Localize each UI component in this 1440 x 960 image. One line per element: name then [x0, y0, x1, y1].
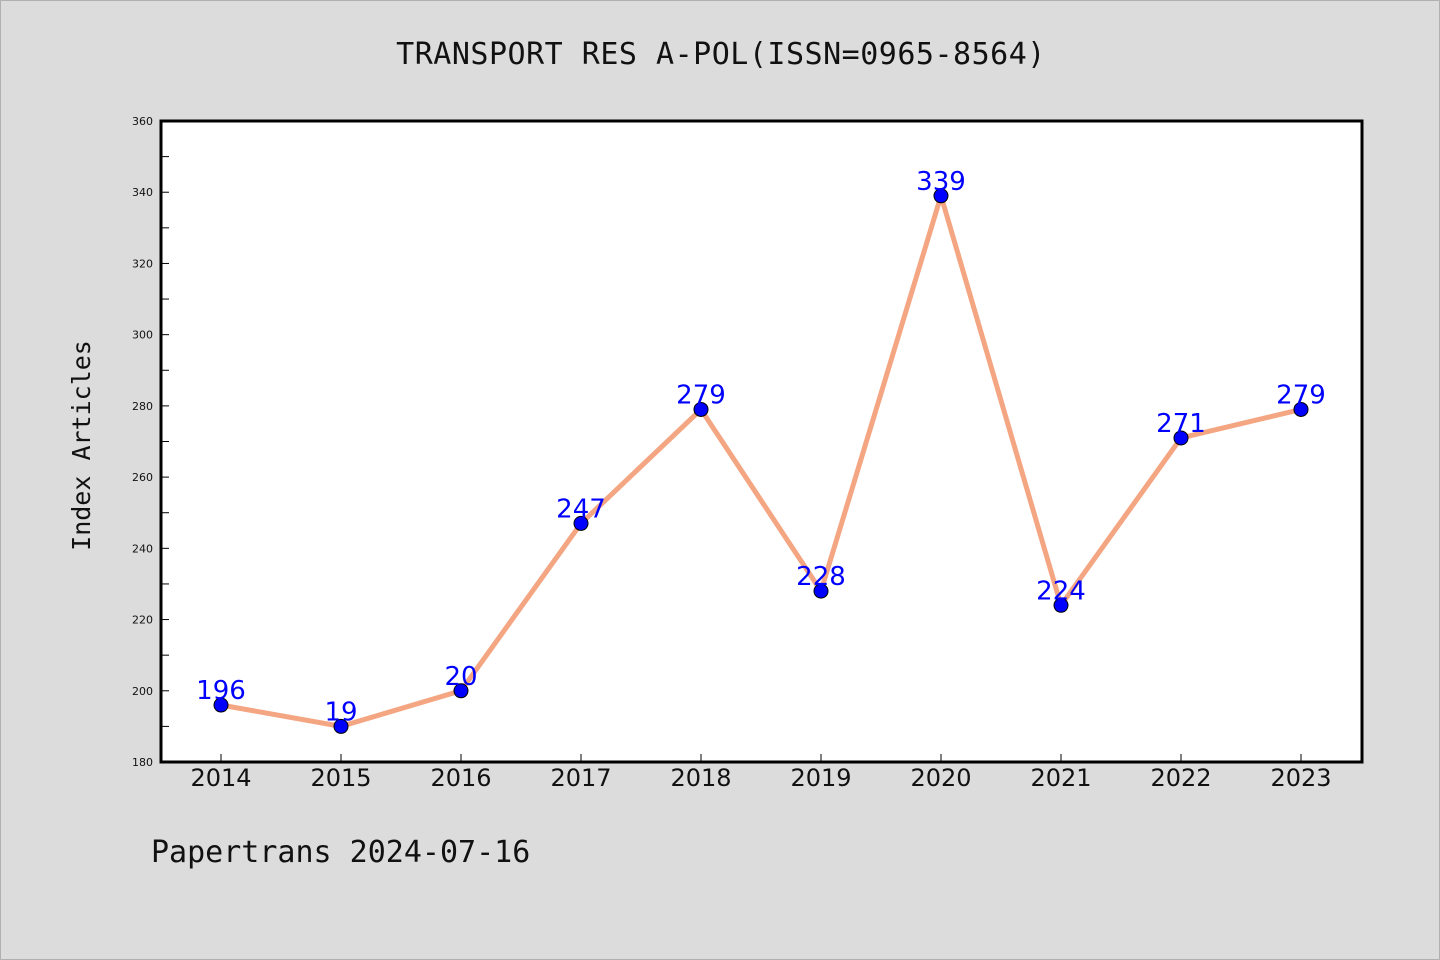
y-tick-label: 300	[132, 329, 153, 342]
x-tick-label: 2021	[1030, 764, 1091, 792]
chart-title: TRANSPORT RES A-POL(ISSN=0965-8564)	[396, 37, 1046, 72]
x-tick-label: 2018	[670, 764, 731, 792]
data-point	[573, 515, 589, 531]
x-tick-label: 2017	[550, 764, 611, 792]
x-tick-label: 2015	[310, 764, 371, 792]
data-point	[813, 583, 829, 599]
data-label: 247	[556, 494, 606, 524]
plot-frame	[159, 119, 1364, 764]
y-tick-label: 240	[132, 542, 153, 555]
data-label: 228	[796, 562, 846, 592]
y-tick-label: 260	[132, 471, 153, 484]
y-tick-label: 340	[132, 186, 153, 199]
x-tick-label: 2016	[430, 764, 491, 792]
y-tick-label: 280	[132, 400, 153, 413]
y-tick-label: 320	[132, 257, 153, 270]
x-tick-label: 2022	[1150, 764, 1211, 792]
x-tick-label: 2014	[190, 764, 251, 792]
data-label: 224	[1036, 576, 1086, 606]
x-tick-label: 2020	[910, 764, 971, 792]
data-label: 271	[1156, 409, 1206, 439]
y-tick-label: 200	[132, 685, 153, 698]
y-tick-label: 180	[132, 756, 153, 769]
data-point	[933, 188, 949, 204]
data-label: 20	[444, 662, 477, 692]
data-label: 279	[1276, 380, 1326, 410]
data-label: 19	[324, 697, 357, 727]
y-tick-label: 220	[132, 614, 153, 627]
x-tick-label: 2019	[790, 764, 851, 792]
data-point	[453, 683, 469, 699]
data-point	[693, 401, 709, 417]
series-line	[218, 193, 1304, 729]
y-axis-label: Index Articles	[67, 340, 96, 551]
data-point	[213, 697, 229, 713]
data-point	[1293, 401, 1309, 417]
data-point	[1173, 430, 1189, 446]
data-label: 279	[676, 380, 726, 410]
data-label: 339	[916, 167, 966, 197]
footer-note: Papertrans 2024-07-16	[151, 835, 531, 870]
data-point	[333, 718, 349, 734]
x-tick-label: 2023	[1270, 764, 1331, 792]
data-label: 196	[196, 676, 246, 706]
y-tick-label: 360	[132, 115, 153, 128]
data-point	[1053, 597, 1069, 613]
plot-area	[161, 121, 1362, 762]
